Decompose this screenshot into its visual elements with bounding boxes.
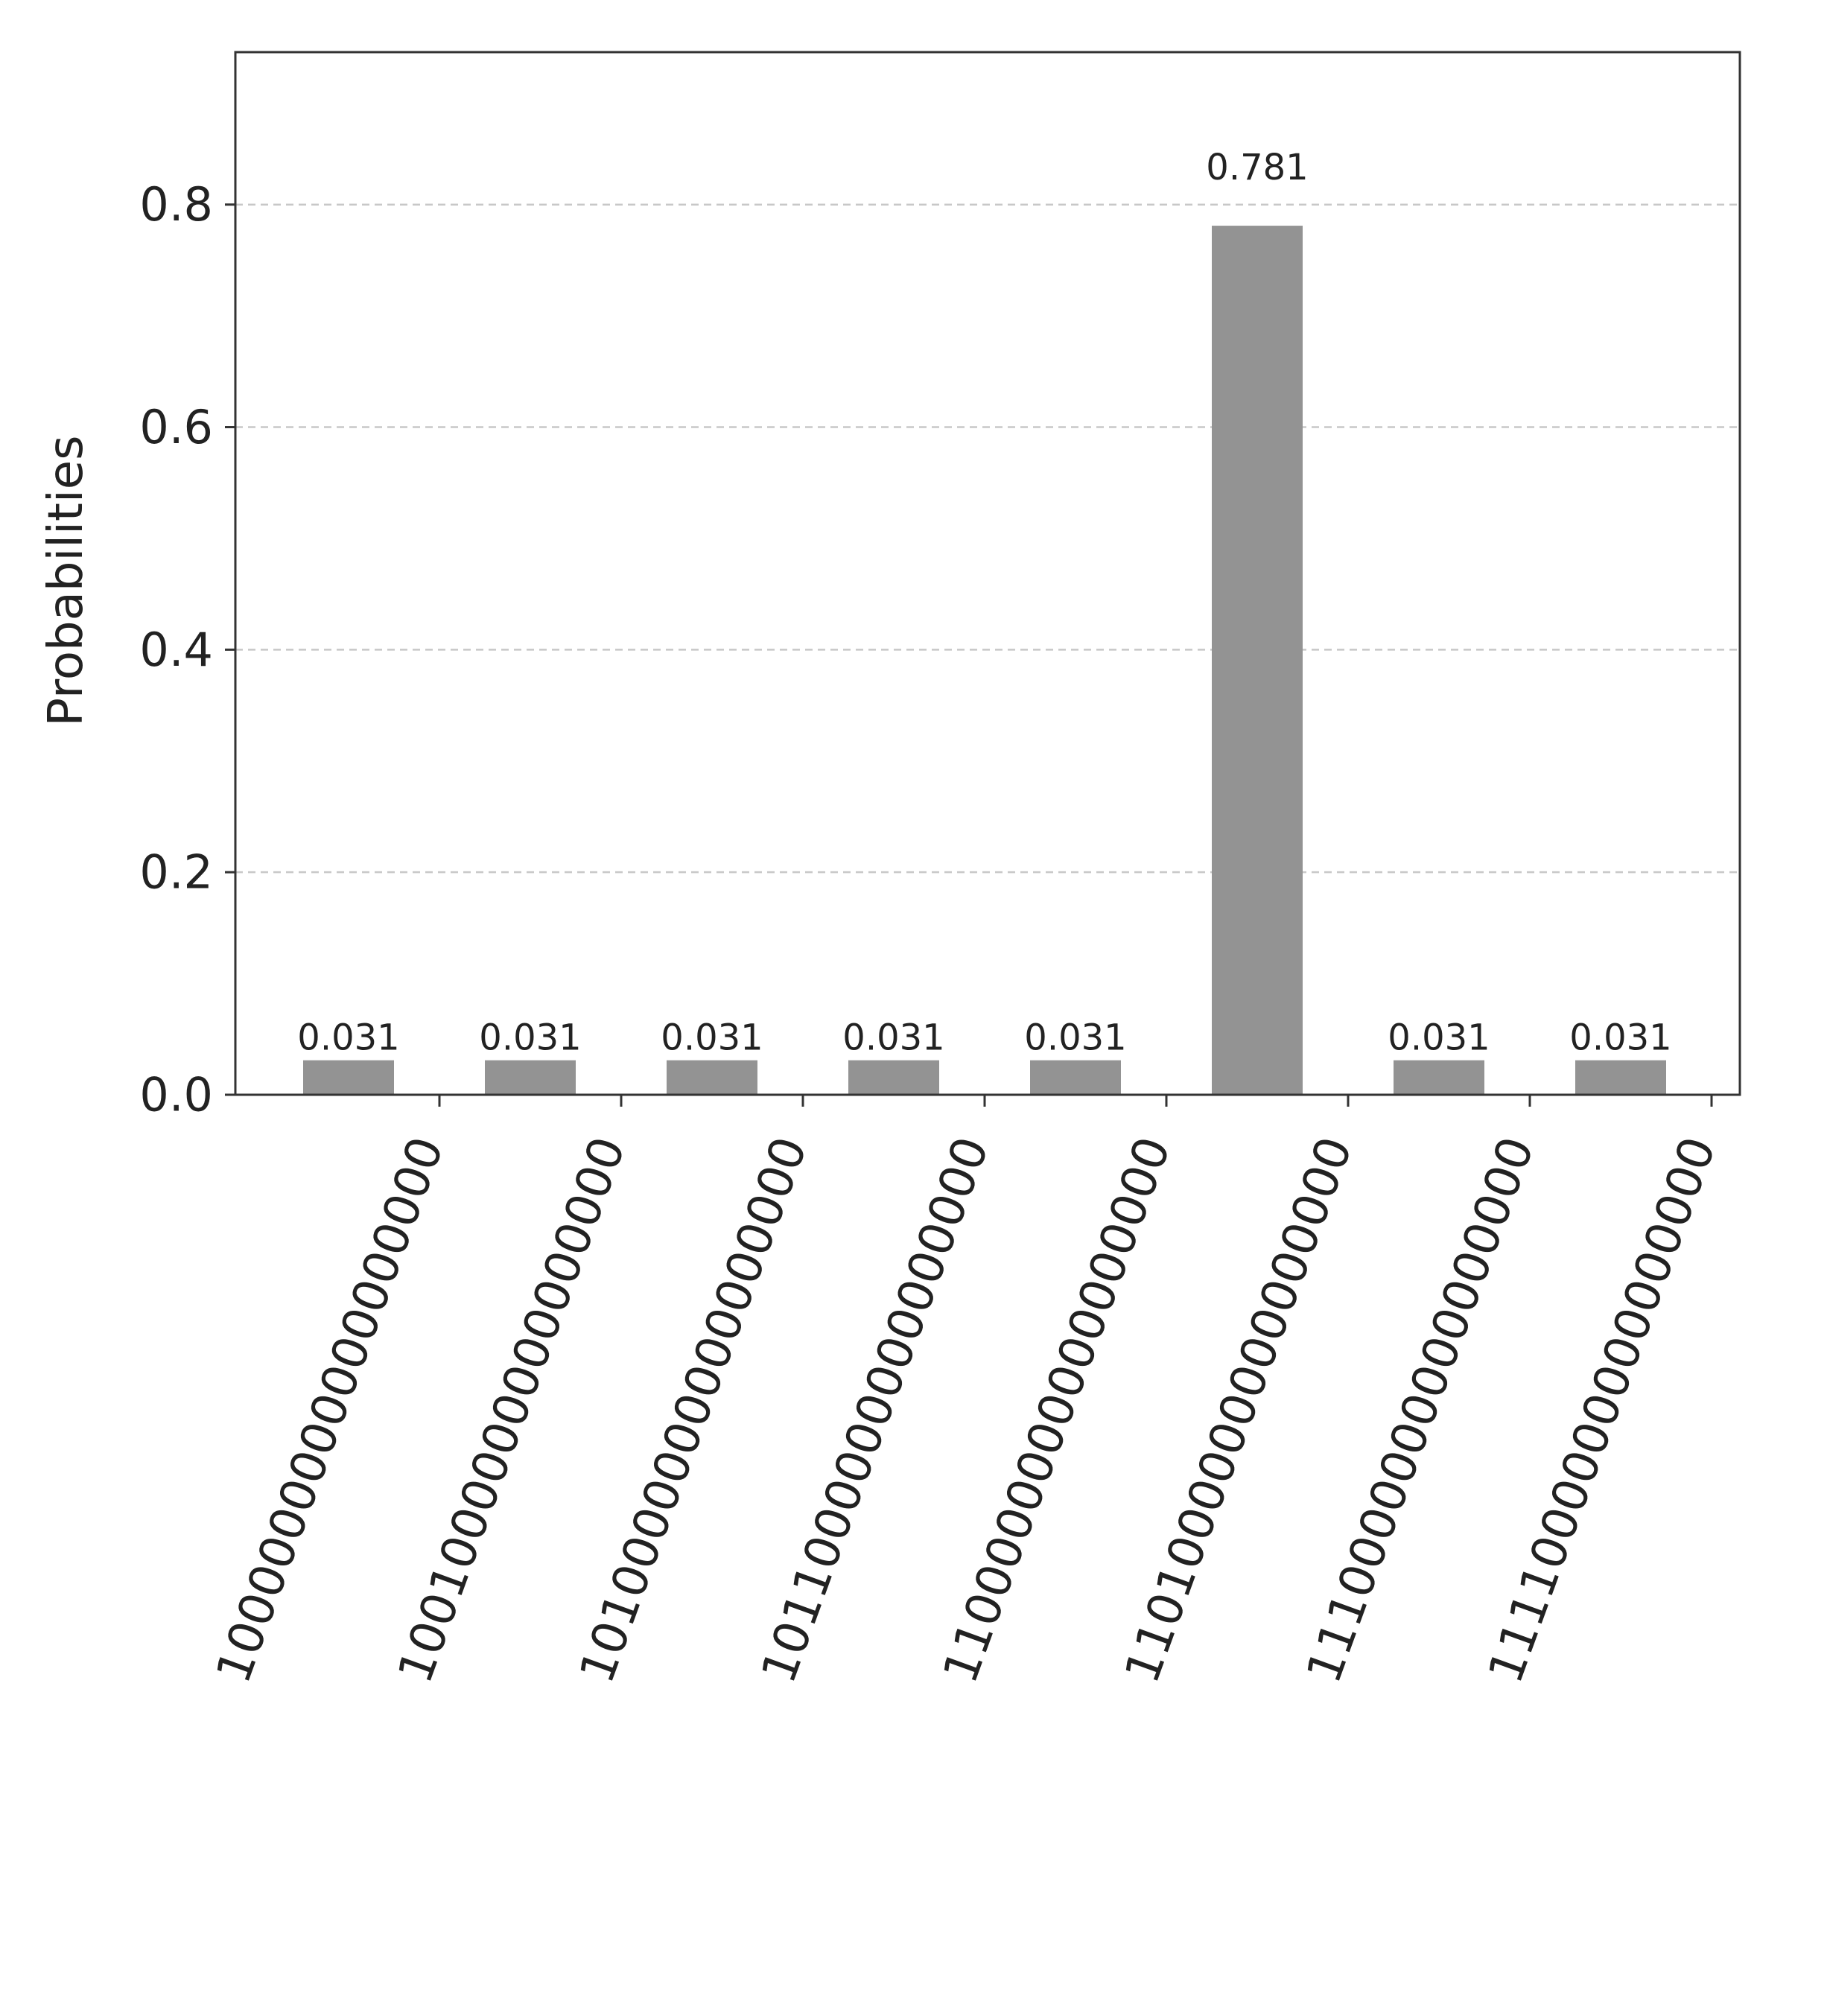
bar-1001000000000000000 (485, 1060, 576, 1095)
bar-value-labels: 0.031 0.031 0.031 0.031 0.031 0.781 0.031 0.031 (297, 147, 1671, 1059)
bar-1011000000000000000 (848, 1060, 939, 1095)
bar-value-label: 0.031 (479, 1017, 581, 1059)
y-axis-label: Probabilities (39, 436, 94, 727)
plot-frame (234, 51, 1741, 1096)
bars (303, 226, 1666, 1095)
bar-1101000000000000000 (1212, 226, 1303, 1095)
bar-1111000000000000000 (1575, 1060, 1666, 1095)
y-tick-label: 0.0 (139, 1068, 213, 1122)
y-tick-label: 0.4 (139, 623, 213, 677)
bar-1010000000000000000 (667, 1060, 757, 1095)
bar-value-label: 0.031 (1024, 1017, 1126, 1059)
x-axis-ticks: 1000000000000000000100100000000000000010… (206, 1095, 1727, 1691)
bar-1100000000000000000 (1030, 1060, 1121, 1095)
bar-1000000000000000000 (303, 1060, 394, 1095)
bar-value-label: 0.781 (1206, 147, 1308, 188)
bar-value-label: 0.031 (297, 1017, 399, 1059)
y-axis-ticks: 0.0 0.2 0.4 0.6 0.8 (139, 177, 235, 1122)
y-tick-label: 0.2 (139, 845, 213, 900)
bar-value-label: 0.031 (1388, 1017, 1490, 1059)
y-tick-label: 0.6 (139, 400, 213, 454)
bar-value-label: 0.031 (842, 1017, 944, 1059)
gridlines (235, 203, 1740, 874)
y-tick-label: 0.8 (139, 177, 213, 232)
bar-1110000000000000000 (1394, 1060, 1484, 1095)
bar-value-label: 0.031 (661, 1017, 763, 1059)
bar-value-label: 0.031 (1569, 1017, 1671, 1059)
